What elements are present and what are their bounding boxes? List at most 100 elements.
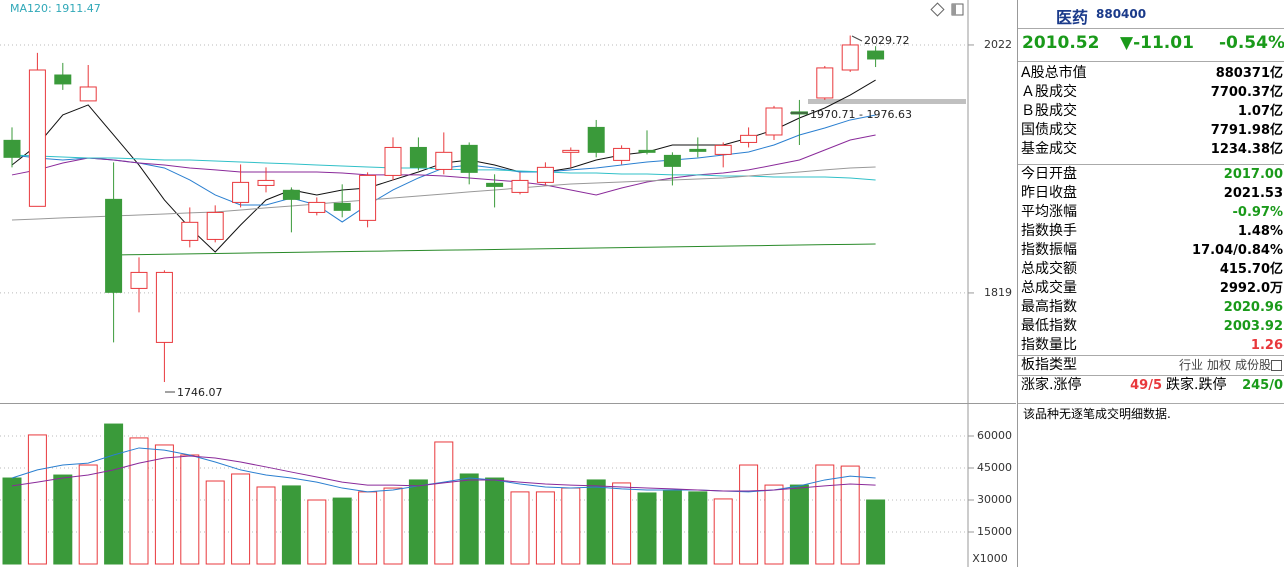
down-label: 跌家.跌停 (1166, 377, 1227, 393)
volume-bar (281, 485, 301, 565)
row-value: 7700.37亿 (1210, 85, 1283, 100)
candle-body (409, 146, 427, 168)
info-row: 总成交额 415.70亿 (1018, 260, 1283, 279)
volume-bar (510, 491, 530, 565)
volume-bar (840, 465, 860, 565)
row-value: 415.70亿 (1219, 262, 1283, 277)
volume-bar (485, 477, 505, 565)
candle-body (486, 182, 504, 187)
row-label: 国债成交 (1021, 122, 1077, 138)
candle-body (232, 181, 250, 203)
sep (1018, 355, 1284, 356)
volume-bar (586, 479, 606, 565)
volume-bar (307, 499, 327, 565)
info-row: 最高指数 2020.96 (1018, 298, 1283, 317)
row-value: 1.26 (1250, 338, 1283, 353)
type-row: 板指类型 行业 加权 成份股 (1018, 356, 1283, 375)
candle-body (765, 107, 783, 136)
candle-body (282, 189, 300, 200)
sep (1018, 61, 1284, 62)
icon-diamond[interactable] (930, 2, 945, 17)
volume-bar (231, 473, 251, 565)
candle-body (536, 166, 554, 183)
candle-body (460, 144, 478, 173)
limit-row: 涨家.涨停 49/5 跌家.跌停 245/0 (1018, 376, 1283, 395)
y-tick-label: 60000 (977, 429, 1012, 442)
row-value: 880371亿 (1215, 66, 1283, 81)
note: 该品种无逐笔成交明细数据. (1023, 407, 1171, 421)
volume-bar (53, 474, 73, 565)
unit-label: X1000 (972, 552, 1008, 565)
candle-body (714, 144, 732, 155)
candle-body (105, 198, 123, 293)
row-value: 2017.00 (1223, 167, 1283, 182)
info-row: Ａ股成交 7700.37亿 (1018, 83, 1283, 102)
volume-bar (713, 498, 733, 565)
up-label: 涨家.涨停 (1021, 377, 1082, 393)
volume-bar (434, 441, 454, 565)
volume-bar (256, 486, 276, 565)
annotation: MA120: 1911.47 (10, 2, 101, 15)
candle-body (130, 271, 148, 289)
candle-body (3, 139, 21, 158)
row-label: 最低指数 (1021, 318, 1077, 334)
y-tick-label: 2022 (984, 38, 1012, 51)
row-value: 17.04/0.84% (1192, 243, 1283, 258)
volume-bar (789, 484, 809, 565)
ma-line (11, 455, 876, 492)
candle-body (155, 271, 173, 343)
volume-bar (2, 477, 22, 565)
row-label: Ｂ股成交 (1021, 103, 1077, 119)
row-label: 指数量比 (1021, 337, 1077, 353)
volume-bar (535, 491, 555, 565)
chart: 2022 1819 MA120: 1911.47 2029.72 1970.71 - 1… (0, 0, 1016, 567)
info-row: Ｂ股成交 1.07亿 (1018, 102, 1283, 121)
candle-body (663, 154, 681, 167)
info-row: 基金成交 1234.38亿 (1018, 140, 1283, 159)
type-option[interactable]: 加权 (1206, 358, 1231, 372)
sep (1018, 403, 1284, 404)
candle-body (435, 151, 453, 170)
info-row: 今日开盘 2017.00 (1018, 165, 1283, 184)
row-value: 2992.0万 (1219, 281, 1283, 296)
row-value: 2003.92 (1223, 319, 1283, 334)
volume-bar (459, 473, 479, 565)
y-tick-label: 15000 (977, 525, 1012, 538)
info-panel: 医药 880400 2010.52 ▼-11.01 -0.54% A股总市值 880371亿… (1017, 0, 1284, 567)
candle-body (511, 179, 529, 193)
type-option[interactable]: 成份股 (1234, 358, 1271, 372)
volume-bar (408, 479, 428, 565)
row-label: 基金成交 (1021, 141, 1077, 157)
price: 2010.52 (1022, 33, 1100, 53)
row-value: 2020.96 (1223, 300, 1283, 315)
candle-body (587, 126, 605, 153)
index-name: 医药 (1056, 8, 1089, 27)
row-value: 1234.38亿 (1210, 142, 1283, 157)
icon-window-part (952, 4, 956, 15)
candle-body (28, 69, 46, 207)
annotation: 2029.72 (864, 34, 910, 47)
candle-body (308, 201, 326, 213)
annotation-pointer (851, 35, 863, 42)
volume-bar (104, 423, 124, 565)
volume-bar (764, 484, 784, 565)
type-option[interactable]: 行业 (1178, 358, 1203, 372)
info-row: 平均涨幅 -0.97% (1018, 203, 1283, 222)
candle-body (257, 179, 275, 186)
volume-bar (205, 480, 225, 565)
volume-bar (154, 444, 174, 565)
row-label: 平均涨幅 (1021, 204, 1077, 220)
y-tick-label: 30000 (977, 493, 1012, 506)
volume-bar (739, 464, 759, 565)
ma-line (113, 243, 876, 256)
candle-body (841, 44, 859, 71)
up-value: 49/5 (1130, 378, 1162, 393)
candle-body (333, 202, 351, 211)
sep (1018, 164, 1284, 165)
row-value: 1.48% (1237, 224, 1283, 239)
row-label: 指数换手 (1021, 223, 1077, 239)
candle-body (816, 67, 834, 99)
row-value: 7791.98亿 (1210, 123, 1283, 138)
volume-bar (332, 497, 352, 565)
